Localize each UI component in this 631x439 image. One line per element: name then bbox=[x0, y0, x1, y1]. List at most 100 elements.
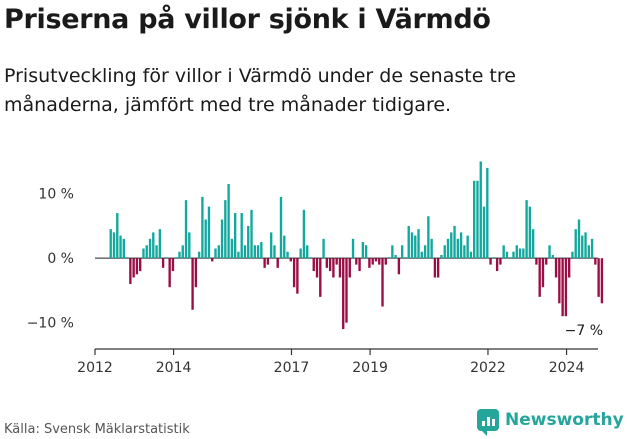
bar bbox=[502, 245, 505, 259]
bar bbox=[175, 257, 178, 259]
bar bbox=[283, 235, 286, 259]
bar bbox=[286, 251, 289, 259]
bar bbox=[433, 258, 437, 278]
bar bbox=[165, 257, 168, 259]
bar bbox=[342, 258, 345, 330]
bar bbox=[391, 245, 394, 259]
bar bbox=[509, 257, 512, 259]
bar bbox=[525, 200, 528, 259]
bar bbox=[469, 251, 473, 259]
bar bbox=[312, 258, 315, 272]
bar bbox=[233, 213, 237, 259]
x-tick-label: 2024 bbox=[549, 360, 585, 376]
bar bbox=[211, 258, 214, 262]
bar bbox=[459, 232, 463, 259]
bar bbox=[263, 258, 266, 268]
bar bbox=[531, 229, 535, 259]
bar bbox=[116, 213, 119, 259]
bar bbox=[152, 232, 155, 259]
bar bbox=[551, 254, 554, 259]
bar bbox=[332, 258, 335, 278]
bar bbox=[260, 242, 263, 259]
bar bbox=[188, 232, 191, 259]
bar bbox=[276, 258, 279, 268]
bar bbox=[135, 258, 139, 275]
bar bbox=[322, 238, 325, 259]
bar bbox=[522, 248, 525, 259]
x-axis bbox=[94, 348, 598, 355]
bar bbox=[505, 251, 509, 259]
bar bbox=[417, 229, 420, 259]
bar bbox=[155, 245, 158, 259]
source-note: Källa: Svensk Mäklarstatistik bbox=[4, 422, 190, 437]
chart-title: Priserna på villor sjönk i Värmdö bbox=[4, 4, 491, 35]
bar bbox=[456, 238, 460, 259]
bar bbox=[319, 258, 322, 297]
bar bbox=[194, 258, 198, 288]
bar bbox=[410, 232, 414, 259]
bar bbox=[594, 258, 597, 265]
bar bbox=[256, 245, 260, 259]
bar bbox=[427, 216, 430, 259]
bar bbox=[181, 245, 184, 259]
bar bbox=[358, 258, 361, 272]
bar bbox=[574, 229, 577, 259]
bar bbox=[125, 257, 129, 259]
bar bbox=[371, 258, 374, 265]
bar bbox=[486, 167, 489, 259]
bar bbox=[450, 232, 453, 259]
bar bbox=[528, 206, 532, 259]
bar bbox=[348, 258, 351, 278]
bar bbox=[420, 251, 423, 259]
bar bbox=[443, 245, 446, 259]
bar bbox=[495, 258, 499, 272]
bar bbox=[171, 258, 175, 272]
x-tick-label: 2022 bbox=[470, 360, 506, 376]
bar bbox=[355, 258, 358, 265]
bar bbox=[253, 245, 256, 259]
bar bbox=[571, 251, 574, 259]
bar bbox=[564, 258, 568, 317]
bar bbox=[132, 258, 135, 278]
newsworthy-brand[interactable]: Newsworthy bbox=[477, 409, 624, 436]
bar bbox=[535, 258, 538, 265]
bar bbox=[400, 245, 404, 259]
bar bbox=[168, 258, 171, 288]
x-tick-label: 2014 bbox=[156, 360, 192, 376]
bar bbox=[335, 258, 338, 265]
bar bbox=[109, 229, 112, 259]
bar bbox=[204, 219, 207, 259]
chart-subtitle: Prisutveckling för villor i Värmdö under… bbox=[4, 65, 516, 116]
x-tick-label: 2012 bbox=[77, 360, 113, 376]
axis-labels: 10 % 0 % −10 % 2012 2014 2017 2019 2022 2024 −7 % bbox=[27, 187, 603, 376]
bar bbox=[407, 225, 410, 259]
x-tick-label: 2017 bbox=[274, 360, 310, 376]
bar bbox=[545, 258, 548, 265]
bar-chart: 10 % 0 % −10 % 2012 2014 2017 2019 2022 2024 −7 % bbox=[27, 161, 604, 376]
bar bbox=[325, 258, 329, 268]
last-value-label: −7 % bbox=[565, 323, 603, 339]
bar bbox=[515, 245, 518, 259]
bar bbox=[387, 257, 391, 259]
bar bbox=[577, 219, 581, 259]
bar bbox=[361, 242, 365, 259]
bar bbox=[250, 209, 253, 259]
bar bbox=[600, 258, 604, 304]
bar bbox=[279, 196, 283, 259]
bar bbox=[302, 209, 306, 259]
bar bbox=[184, 200, 188, 259]
y-tick-label: 0 % bbox=[47, 251, 74, 267]
brand-name: Newsworthy bbox=[505, 410, 624, 430]
bar bbox=[145, 245, 148, 259]
bar bbox=[119, 235, 122, 259]
bar bbox=[243, 245, 247, 259]
bar bbox=[463, 245, 466, 259]
bar bbox=[404, 257, 407, 259]
bar bbox=[587, 245, 590, 259]
bar bbox=[139, 258, 142, 272]
bar bbox=[270, 232, 273, 259]
bar bbox=[227, 184, 230, 259]
bar bbox=[207, 206, 211, 259]
bar bbox=[378, 258, 381, 265]
bar bbox=[466, 235, 469, 259]
